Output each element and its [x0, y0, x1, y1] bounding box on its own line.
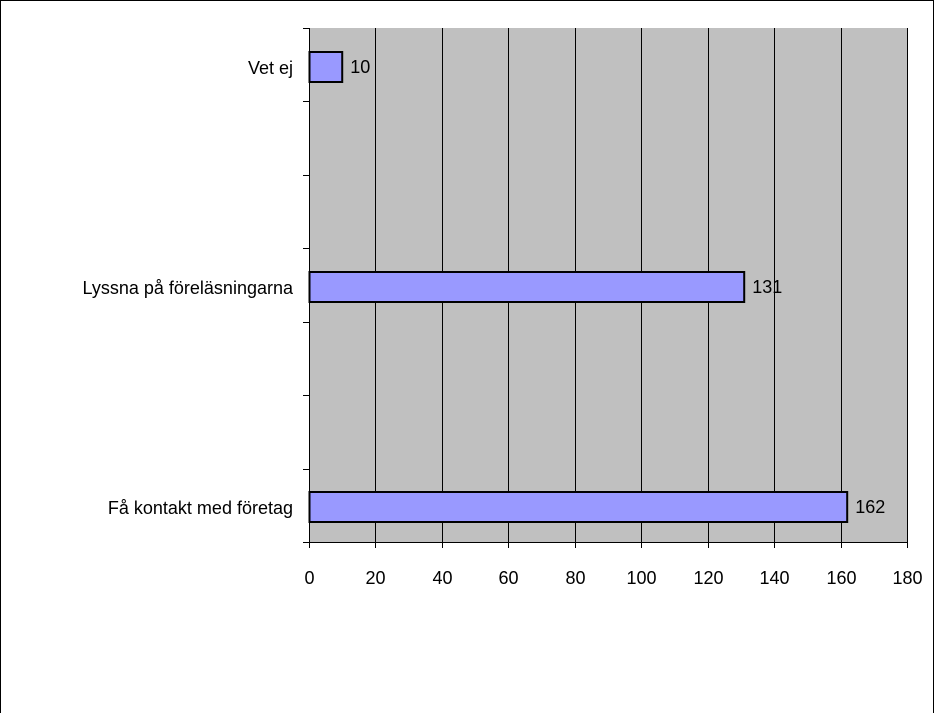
category-label-1: Lyssna på föreläsningarna: [83, 278, 294, 298]
bars: [308, 51, 849, 523]
x-tick-label-120: 120: [693, 568, 723, 588]
bar-2: [308, 491, 849, 523]
x-tick-label-0: 0: [304, 568, 314, 588]
x-tick-label-180: 180: [892, 568, 922, 588]
x-tick-label-160: 160: [826, 568, 856, 588]
x-tick-label-60: 60: [498, 568, 518, 588]
x-tick-label-20: 20: [365, 568, 385, 588]
x-tick-label-100: 100: [626, 568, 656, 588]
x-tick-label-80: 80: [565, 568, 585, 588]
value-label-1: 131: [752, 277, 782, 297]
category-label-0: Vet ej: [248, 58, 293, 78]
x-tick-label-140: 140: [759, 568, 789, 588]
category-label-2: Få kontakt med företag: [108, 498, 293, 518]
x-tick-label-40: 40: [432, 568, 452, 588]
value-label-2: 162: [855, 497, 885, 517]
bar-0: [308, 51, 344, 83]
bar-1: [308, 271, 746, 303]
value-label-0: 10: [350, 57, 370, 77]
labels: 0 20 40 60 80 100 120 140 160 180 Vet ej 10 Lyssna p…: [83, 57, 923, 588]
